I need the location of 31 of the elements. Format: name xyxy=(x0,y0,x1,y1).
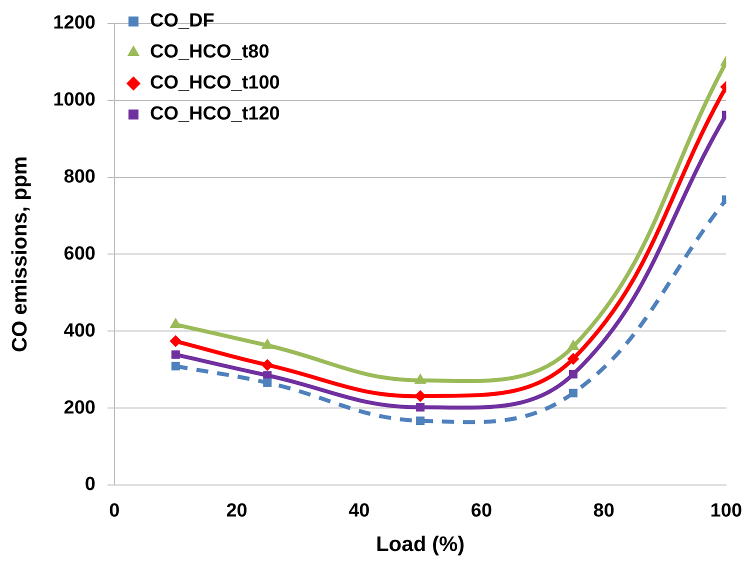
point xyxy=(170,335,182,348)
y-tick-label: 0 xyxy=(84,474,96,496)
point xyxy=(567,352,580,365)
point xyxy=(261,358,274,371)
point xyxy=(171,350,180,359)
x-tick-label: 20 xyxy=(226,500,248,522)
point xyxy=(170,318,182,328)
legend-label: CO_HCO_t80 xyxy=(150,42,270,63)
y-tick-label: 400 xyxy=(64,320,96,342)
x-tick-label: 60 xyxy=(470,500,492,522)
point xyxy=(567,340,580,350)
y-tick-label: 1000 xyxy=(53,90,96,111)
x-tick-label: 40 xyxy=(348,500,370,522)
legend-label: CO_HCO_t100 xyxy=(150,72,280,94)
x-tick-label: 100 xyxy=(710,500,742,522)
y-tick-label: 1200 xyxy=(53,12,96,34)
y-tick-label: 600 xyxy=(64,243,96,264)
legend-label: CO_HCO_t120 xyxy=(150,104,280,125)
point xyxy=(568,388,578,398)
y-axis-title: CO emissions, ppm xyxy=(8,156,32,352)
y-tick-label: 200 xyxy=(64,397,96,418)
x-tick-label: 0 xyxy=(109,500,120,522)
point xyxy=(416,416,425,426)
point xyxy=(568,370,578,378)
point xyxy=(416,403,425,412)
point xyxy=(263,378,272,387)
point xyxy=(171,362,180,370)
legend-label: CO_DF xyxy=(150,10,214,32)
y-tick-label: 800 xyxy=(64,166,96,188)
x-tick-label: 80 xyxy=(593,500,614,522)
x-axis-title: Load (%) xyxy=(376,533,465,556)
